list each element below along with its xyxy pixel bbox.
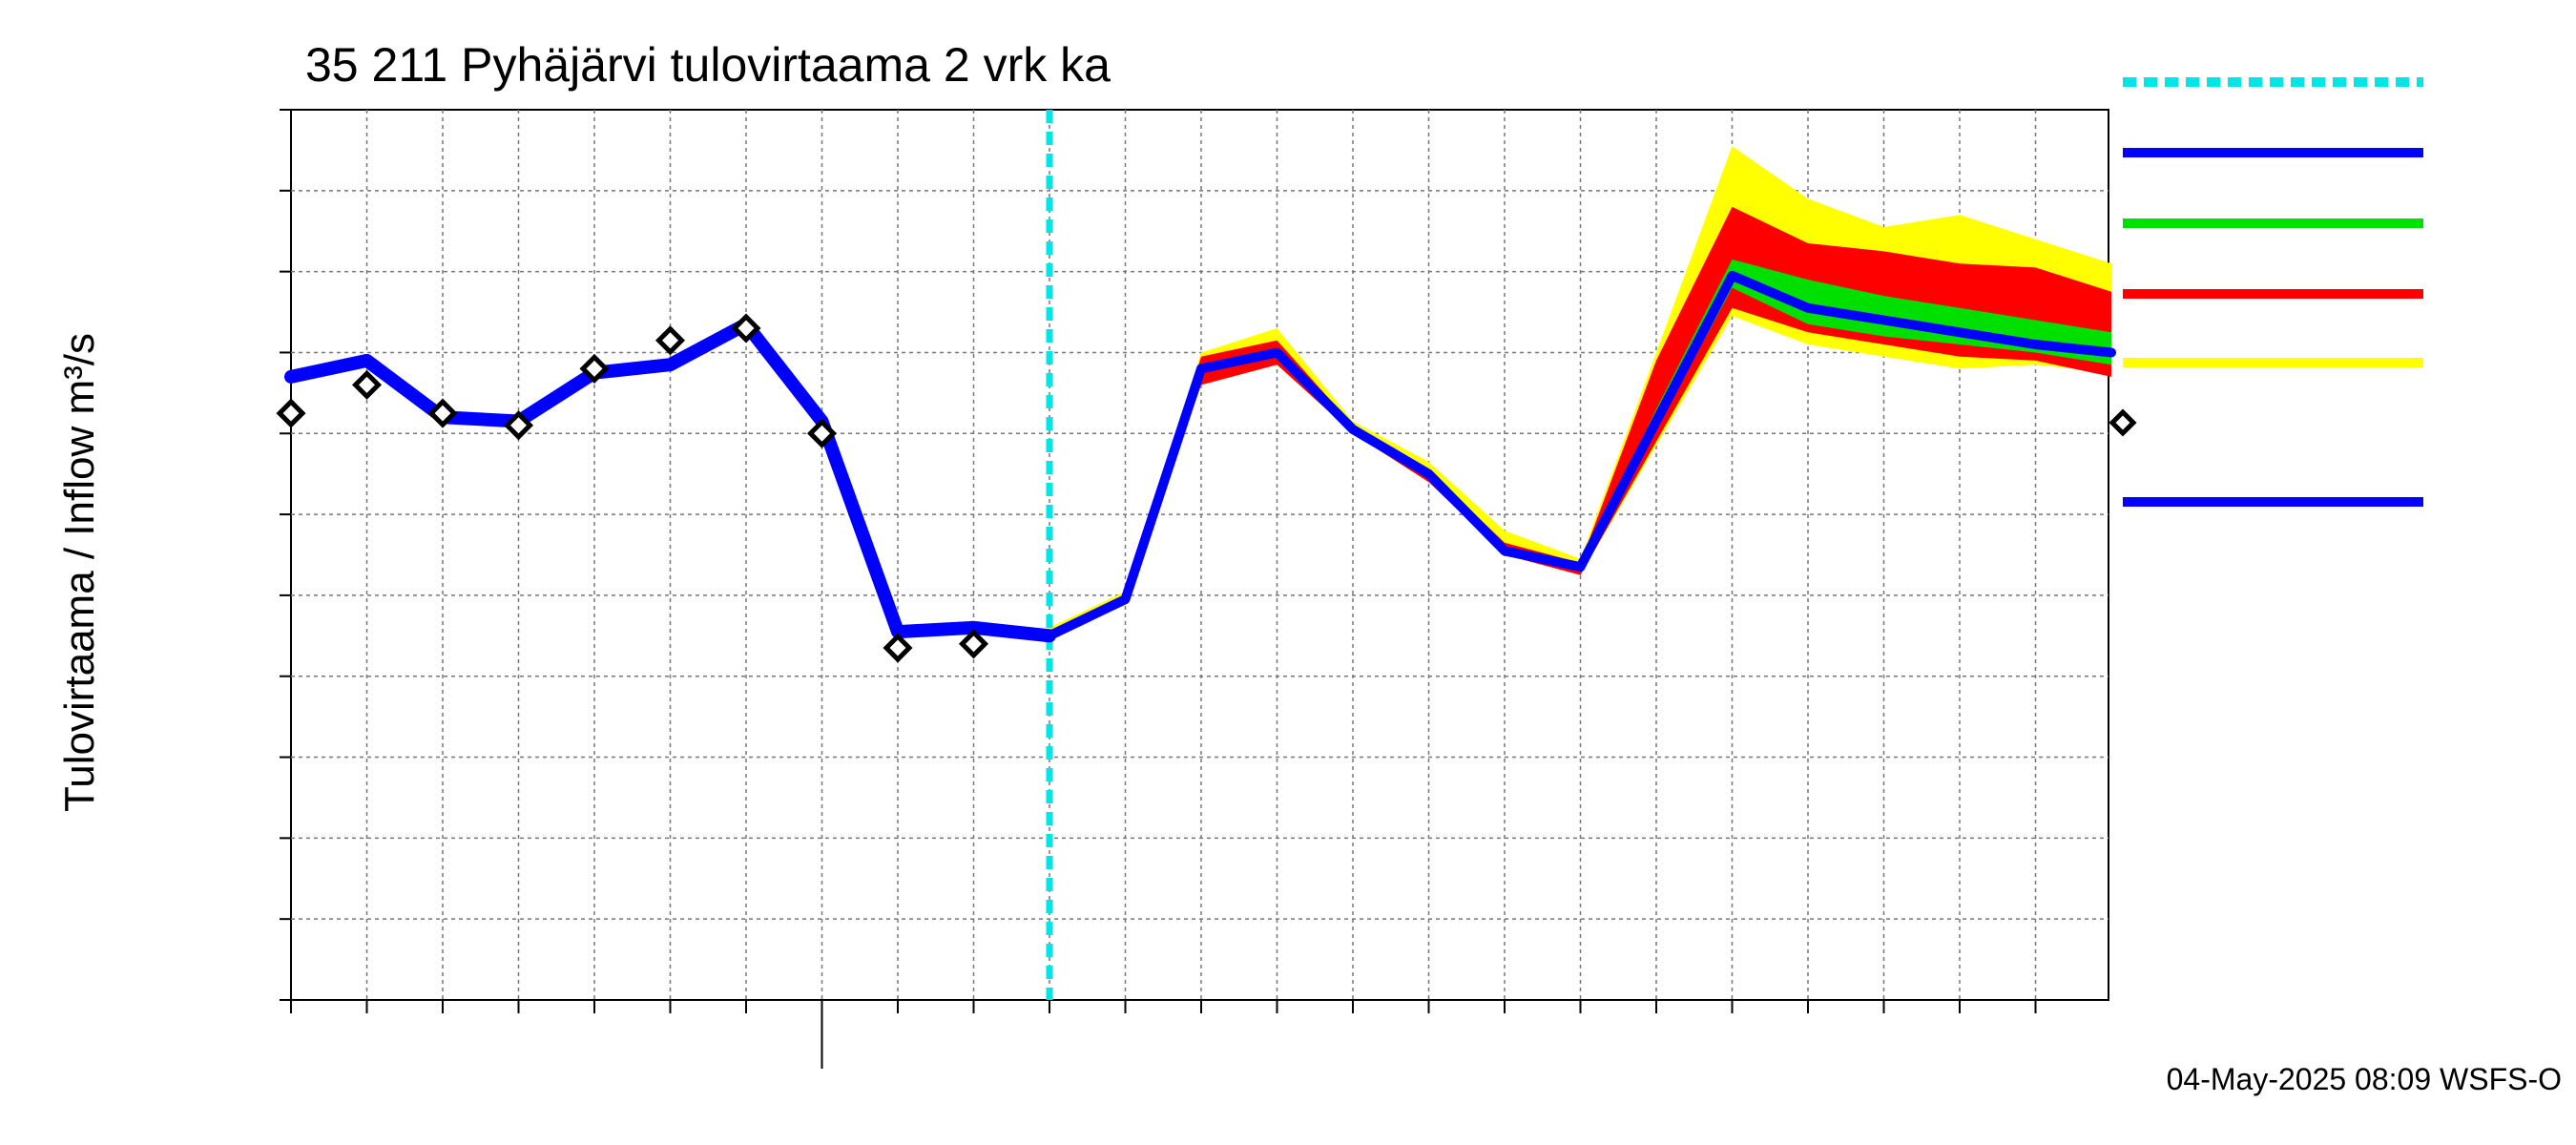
legend (2109, 77, 2423, 507)
observed-point (503, 410, 534, 441)
y-axis-label: Tulovirtaama / Inflow m³/s (56, 333, 103, 812)
observed-point (883, 633, 913, 663)
observed-point (731, 313, 761, 344)
simulated-history-line (284, 317, 1056, 643)
observed-point (806, 418, 838, 448)
observed-markers (276, 313, 989, 663)
series-lines (284, 110, 2116, 1000)
plot-frame (290, 109, 2109, 1001)
footer-timestamp: 04-May-2025 08:09 WSFS-O (2167, 1062, 2562, 1096)
observed-point (958, 629, 989, 659)
forecast-mean-line (1045, 270, 2116, 641)
observed-point (654, 325, 686, 356)
legend-marker (2109, 408, 2137, 437)
chart-title: 35 211 Pyhäjärvi tulovirtaama 2 vrk ka (305, 38, 1111, 92)
observed-point (427, 398, 458, 428)
observed-point (276, 398, 306, 428)
observed-point (579, 353, 610, 384)
observed-point (351, 369, 383, 400)
axes (280, 109, 2037, 1069)
